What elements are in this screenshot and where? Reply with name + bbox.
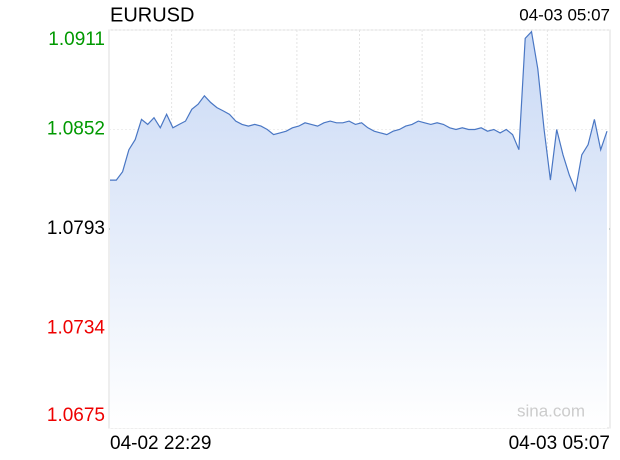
watermark: sina.com [517,401,585,420]
time-label: 04-03 05:07 [519,5,610,24]
y-tick-label: 1.0852 [47,119,105,140]
chart-title: EURUSD [110,4,194,26]
x-tick-label: 04-03 05:07 [509,433,610,454]
area [110,31,607,428]
y-tick-label: 1.0734 [47,318,106,339]
y-tick-label: 1.0793 [47,218,105,239]
y-tick-label: 1.0675 [47,405,105,426]
y-tick-label: 1.0911 [48,29,105,50]
x-tick-label: 04-02 22:29 [110,433,211,454]
price-line [110,30,608,193]
